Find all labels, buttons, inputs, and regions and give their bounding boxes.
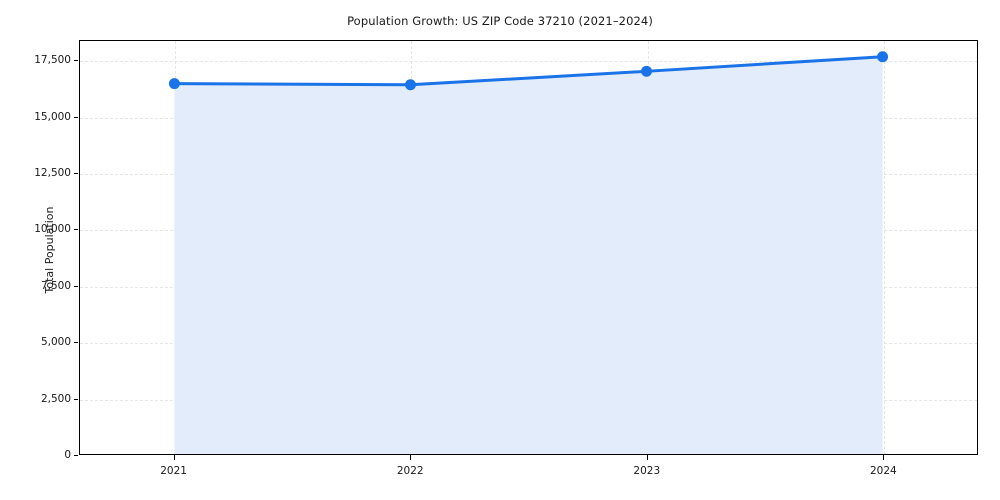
y-axis-tick-mark [74,229,78,231]
y-axis-tick-label: 12,500 [34,167,71,180]
area-fill [174,56,883,454]
x-axis-tick-label: 2022 [396,465,424,477]
y-axis-tick-mark [74,116,78,118]
chart-title: Population Growth: US ZIP Code 37210 (20… [347,14,653,28]
marker-layer [168,51,889,91]
x-axis-tick-label: 2024 [869,465,897,477]
y-axis-tick-mark [74,342,78,344]
y-axis-tick-mark [74,398,78,400]
y-axis-tick-label: 2,500 [40,392,71,405]
y-axis-tick-mark [74,455,78,456]
gridline-vertical [884,41,886,454]
series-layer [172,55,885,454]
x-axis-tick-label: 2023 [633,465,661,477]
y-axis-tick-label: 10,000 [34,223,71,236]
y-axis-tick-label: 5,000 [40,336,71,349]
y-axis-tick-mark [74,285,78,287]
y-axis-tick-label: 0 [64,449,71,461]
y-axis-tick-label: 15,000 [34,110,71,123]
x-axis-tick-mark [883,455,885,460]
y-axis-tick-label: 17,500 [34,54,71,67]
data-point-marker [641,65,653,77]
plot-area [79,40,978,455]
data-point-marker [404,79,416,91]
x-axis-tick-mark [410,455,412,460]
x-axis-tick-label: 2021 [160,465,187,477]
data-line [172,55,885,87]
data-point-marker [877,51,889,63]
gridline-horizontal [80,61,977,63]
x-axis-tick-mark [646,455,648,460]
plot-inner [80,41,977,454]
y-axis-tick-mark [74,173,78,175]
y-axis-tick-mark [74,60,78,62]
data-point-marker [168,78,180,90]
x-axis-tick-mark [173,455,175,460]
y-axis-tick-label: 7,500 [40,279,71,292]
